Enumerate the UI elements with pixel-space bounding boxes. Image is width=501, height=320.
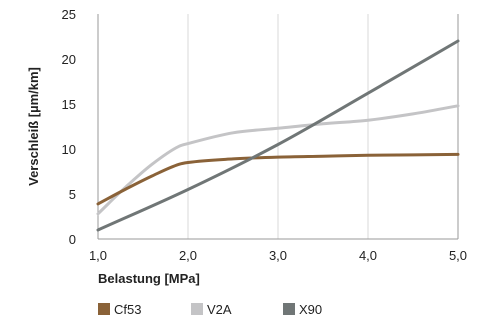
y-tick-label: 25 xyxy=(62,7,76,22)
legend-label-cf53: Cf53 xyxy=(114,302,141,317)
series-line-cf53 xyxy=(96,152,460,206)
series-line-v2a xyxy=(96,104,460,216)
y-axis-title: Verschleiß [µm/km] xyxy=(26,67,41,186)
axes xyxy=(97,14,459,240)
y-tick-label: 20 xyxy=(62,52,76,67)
legend: Cf53 V2A X90 xyxy=(98,302,322,317)
grid xyxy=(187,14,369,239)
series xyxy=(96,39,460,232)
x-axis-title: Belastung [MPa] xyxy=(98,271,200,286)
x-tick-label: 2,0 xyxy=(179,248,197,263)
legend-label-x90: X90 xyxy=(299,302,322,317)
tick-labels: 1,0 2,0 3,0 4,0 5,0 0 5 10 15 20 25 xyxy=(62,7,468,263)
y-tick-label: 5 xyxy=(69,187,76,202)
legend-swatch-cf53 xyxy=(98,303,110,315)
legend-label-v2a: V2A xyxy=(207,302,232,317)
x-tick-label: 5,0 xyxy=(449,248,467,263)
x-tick-label: 1,0 xyxy=(89,248,107,263)
series-line-x90 xyxy=(96,39,460,232)
x-tick-label: 4,0 xyxy=(359,248,377,263)
legend-swatch-x90 xyxy=(283,303,295,315)
y-tick-label: 10 xyxy=(62,142,76,157)
y-tick-label: 15 xyxy=(62,97,76,112)
x-tick-label: 3,0 xyxy=(269,248,287,263)
y-tick-label: 0 xyxy=(69,232,76,247)
legend-swatch-v2a xyxy=(191,303,203,315)
